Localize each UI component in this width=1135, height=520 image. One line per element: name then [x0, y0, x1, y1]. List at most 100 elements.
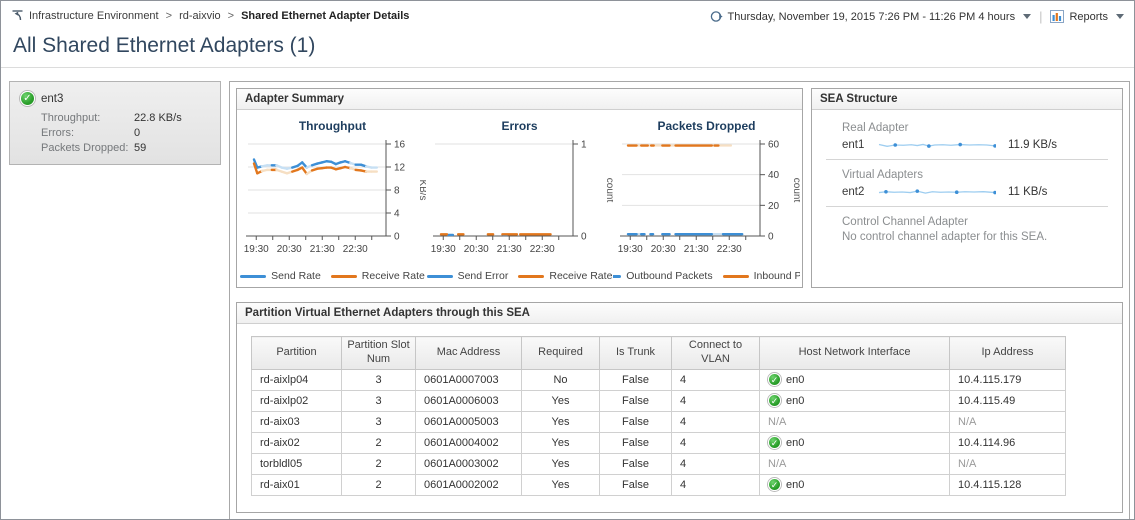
- column-header-ip-address[interactable]: Ip Address: [949, 336, 1066, 370]
- svg-text:21:30: 21:30: [683, 244, 708, 255]
- column-header-required[interactable]: Required: [521, 336, 600, 370]
- sea-divider: [826, 206, 1108, 207]
- column-header-mac-address[interactable]: Mac Address: [415, 336, 522, 370]
- table-cell: 10.4.114.96: [949, 431, 1066, 454]
- svg-text:8: 8: [394, 186, 400, 197]
- sparkline: [878, 142, 996, 148]
- legend-item: Inbound Pack: [722, 270, 800, 282]
- svg-text:20:30: 20:30: [276, 244, 301, 255]
- breadcrumb-item-rd-aixvio[interactable]: rd-aixvio: [179, 9, 221, 22]
- stat-value: 22.8 KB/s: [134, 112, 182, 124]
- adapter-name: ent3: [41, 92, 64, 105]
- table-cell: 2: [341, 452, 416, 475]
- chart-plot: 0 20 40 60 count 19:30 20:30 21:30 22:30: [617, 140, 799, 256]
- status-ok-icon: ✓: [768, 394, 781, 407]
- real-adapter-name: ent1: [842, 139, 865, 151]
- svg-text:20:30: 20:30: [463, 244, 488, 255]
- svg-text:4: 4: [394, 209, 400, 220]
- table-row[interactable]: rd-aixlp04 3 0601A0007003 No False 4 ✓ en0 10.4.…: [251, 368, 1066, 391]
- page-title: All Shared Ethernet Adapters (1): [13, 34, 316, 57]
- table-cell: 4: [671, 473, 760, 496]
- virtual-adapters-label: Virtual Adapters: [842, 169, 923, 181]
- chart-errors: Errors 0 1 count 19:30 20:30 21:30 22:30 Send Er…: [426, 112, 613, 282]
- host-interface-name: en0: [786, 394, 805, 407]
- chart-throughput: Throughput 0 4 8 12 16 KB/s 19:30 20:30 21:30 22:3…: [239, 112, 426, 282]
- adapter-stat-row: Packets Dropped: 59: [41, 142, 210, 154]
- host-interface-cell: N/A: [759, 410, 950, 433]
- legend-item: Receive Rate: [518, 270, 612, 282]
- legend-label: Inbound Pack: [753, 270, 800, 282]
- time-range-label: Thursday, November 19, 2015 7:26 PM - 11…: [727, 10, 1016, 23]
- status-ok-icon: ✓: [768, 373, 781, 386]
- table-cell: 4: [671, 410, 760, 433]
- control-channel-label: Control Channel Adapter: [842, 216, 968, 228]
- svg-text:22:30: 22:30: [716, 244, 741, 255]
- column-header-host-network-interface[interactable]: Host Network Interface: [759, 336, 950, 370]
- legend-item: Outbound Packets: [613, 270, 713, 282]
- virtual-adapter-name: ent2: [842, 186, 865, 198]
- svg-text:21:30: 21:30: [309, 244, 334, 255]
- table-cell: torbldl05: [251, 452, 342, 475]
- svg-text:22:30: 22:30: [529, 244, 554, 255]
- content: ✓ ent3 Throughput: 22.8 KB/s Errors: 0 P…: [1, 68, 1134, 519]
- column-header-connect-to-vlan[interactable]: Connect to VLAN: [671, 336, 760, 370]
- legend-label: Receive Rate: [361, 270, 425, 282]
- summary-row: Adapter Summary Throughput 0 4 8 12 16 KB/s 19:…: [236, 88, 1123, 288]
- adapter-summary-panel: Adapter Summary Throughput 0 4 8 12 16 KB/s 19:…: [236, 88, 803, 288]
- real-adapter-label: Real Adapter: [842, 122, 909, 134]
- legend-label: Outbound Packets: [626, 270, 713, 282]
- table-cell: 4: [671, 389, 760, 412]
- chart-packets-dropped: Packets Dropped 0 20 40 60 count 19:30 20:30 21:…: [613, 112, 800, 282]
- table-row[interactable]: rd-aix01 2 0601A0002002 Yes False 4 ✓ en0 10.4.1…: [251, 473, 1066, 496]
- table-cell: 4: [671, 368, 760, 391]
- table-cell: Yes: [521, 473, 600, 496]
- time-range-control[interactable]: Thursday, November 19, 2015 7:26 PM - 11…: [710, 10, 1032, 23]
- table-cell: False: [599, 431, 672, 454]
- reports-control[interactable]: Reports: [1050, 10, 1124, 23]
- table-cell: 0601A0006003: [415, 389, 522, 412]
- partitions-panel-header: Partition Virtual Ethernet Adapters thro…: [237, 303, 1122, 324]
- column-header-is-trunk[interactable]: Is Trunk: [599, 336, 672, 370]
- table-cell: No: [521, 368, 600, 391]
- table-cell: 0601A0005003: [415, 410, 522, 433]
- table-cell: rd-aixlp02: [251, 389, 342, 412]
- topbar-right: Thursday, November 19, 2015 7:26 PM - 11…: [710, 9, 1124, 24]
- table-cell: rd-aixlp04: [251, 368, 342, 391]
- table-row[interactable]: rd-aix03 3 0601A0005003 Yes False 4 N/A N/A: [251, 410, 1066, 433]
- table-cell: 10.4.115.128: [949, 473, 1066, 496]
- main-container: Adapter Summary Throughput 0 4 8 12 16 KB/s 19:…: [229, 81, 1130, 519]
- svg-text:20:30: 20:30: [650, 244, 675, 255]
- breadcrumb-item-infrastructure-environment[interactable]: Infrastructure Environment: [29, 9, 159, 22]
- legend-item: Receive Rate: [330, 270, 425, 282]
- table-row[interactable]: rd-aixlp02 3 0601A0006003 Yes False 4 ✓ en0 10.4…: [251, 389, 1066, 412]
- table-row[interactable]: rd-aix02 2 0601A0004002 Yes False 4 ✓ en0 10.4.1…: [251, 431, 1066, 454]
- stat-value: 59: [134, 142, 147, 154]
- table-cell: N/A: [949, 452, 1066, 475]
- table-cell: 0601A0003002: [415, 452, 522, 475]
- svg-text:1: 1: [581, 140, 587, 151]
- column-header-partition-slot-num[interactable]: Partition Slot Num: [341, 336, 416, 370]
- stat-label: Throughput:: [41, 112, 101, 124]
- breadcrumb-item-current: Shared Ethernet Adapter Details: [241, 9, 410, 22]
- svg-text:21:30: 21:30: [496, 244, 521, 255]
- table-cell: 10.4.115.179: [949, 368, 1066, 391]
- table-cell: rd-aix01: [251, 473, 342, 496]
- svg-text:19:30: 19:30: [430, 244, 455, 255]
- legend-swatch: [426, 274, 453, 278]
- virtual-adapter-sparkline: [878, 184, 996, 200]
- table-cell: 2: [341, 431, 416, 454]
- up-level-icon[interactable]: [11, 9, 24, 22]
- chart-title: Throughput: [298, 119, 367, 133]
- column-header-partition[interactable]: Partition: [251, 336, 342, 370]
- table-row[interactable]: torbldl05 2 0601A0003002 Yes False 4 N/A N/A: [251, 452, 1066, 475]
- table-cell: 0601A0004002: [415, 431, 522, 454]
- table-cell: N/A: [949, 410, 1066, 433]
- chart-plot: 0 4 8 12 16 KB/s 19:30 20:30 21:30 22:30: [243, 140, 425, 256]
- real-adapter-sparkline: [878, 137, 996, 153]
- virtual-adapter-row: ent2 11 KB/s: [842, 184, 1108, 200]
- svg-text:12: 12: [394, 163, 406, 174]
- svg-text:19:30: 19:30: [243, 244, 268, 255]
- sea-structure-panel: SEA Structure Real Adapter ent1 11.9 KB/…: [811, 88, 1123, 288]
- adapter-card-ent3[interactable]: ✓ ent3 Throughput: 22.8 KB/s Errors: 0 P…: [9, 81, 221, 165]
